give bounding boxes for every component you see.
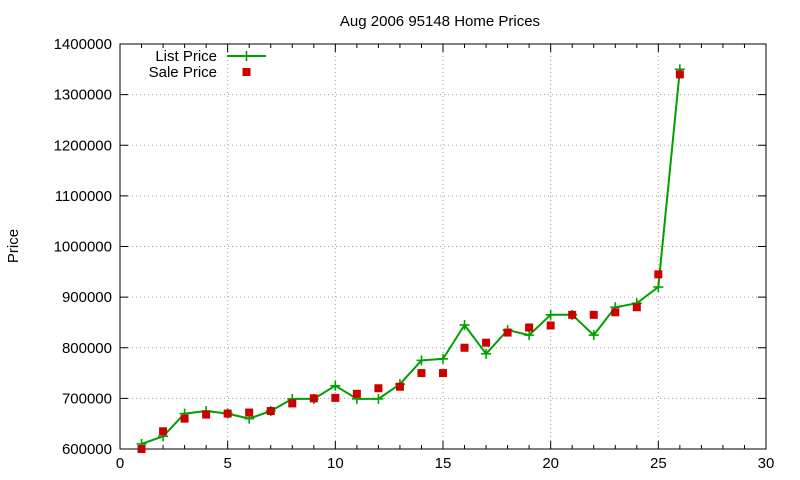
y-tick-label: 1200000 [54, 137, 112, 154]
sale-price-point [546, 321, 555, 330]
list-price-line [141, 69, 681, 445]
series-layer [136, 64, 685, 453]
sale-price-point [654, 270, 663, 279]
list-price-point [588, 330, 599, 341]
y-tick-label: 1000000 [54, 239, 112, 256]
y-tick-label: 1400000 [54, 36, 112, 53]
sale-price-point [352, 389, 361, 398]
sale-price-point [202, 410, 211, 419]
sale-price-point [159, 427, 168, 436]
sale-price-point [417, 369, 426, 378]
sale-price-point [460, 343, 469, 352]
grid-layer [120, 44, 766, 449]
y-tick-label: 600000 [62, 441, 112, 458]
sale-price-point [439, 369, 447, 378]
list-price-point [330, 380, 341, 391]
sale-price-point [331, 393, 340, 402]
sale-price-point [675, 70, 684, 79]
list-price-point [524, 330, 535, 341]
legend-label-sale-price: Sale Price [149, 64, 217, 81]
sale-price-point [503, 328, 512, 337]
sale-price-point [374, 384, 383, 393]
sale-price-point [525, 323, 534, 332]
sale-price-point [266, 407, 275, 416]
sale-price-point [223, 409, 232, 418]
sale-price-point [632, 303, 641, 312]
x-tick-label: 10 [327, 455, 344, 472]
sale-price-point [482, 338, 491, 347]
list-price-point [545, 309, 556, 320]
y-tick-label: 700000 [62, 390, 112, 407]
y-tick-label: 1100000 [55, 188, 112, 205]
list-price-point [438, 353, 448, 364]
plot-frame [119, 43, 767, 450]
legend-label-list-price: List Price [155, 48, 217, 65]
x-tick-label: 15 [435, 455, 452, 472]
sale-price-point [568, 310, 577, 319]
list-price-point [416, 355, 427, 366]
sale-price-point [611, 308, 620, 317]
x-tick-label: 20 [542, 455, 559, 472]
sale-price-point [589, 310, 598, 319]
y-tick-label: 800000 [62, 340, 112, 357]
list-price-point [459, 319, 470, 330]
sale-price-point [180, 414, 189, 423]
y-axis-label: Price [5, 229, 22, 263]
y-tick-label: 900000 [62, 289, 112, 306]
legend-marker-list-price [241, 51, 252, 61]
sale-price-point [395, 382, 404, 391]
x-tick-label: 25 [650, 455, 667, 472]
list-price-point [653, 282, 664, 292]
x-tick-label: 0 [116, 455, 124, 472]
y-tick-label: 1300000 [54, 87, 112, 104]
list-price-point [373, 393, 384, 404]
axis-layer: 600000 700000 800000 900000 1000000 1100000 12… [54, 36, 775, 472]
legend-marker-sale-price [242, 68, 251, 76]
x-tick-label: 30 [758, 455, 775, 472]
list-price-point [481, 348, 492, 359]
sale-price-point [245, 408, 254, 417]
x-tick-label: 5 [223, 455, 231, 472]
sale-price-point [309, 394, 318, 403]
sale-price-point [137, 445, 146, 453]
chart-title: Aug 2006 95148 Home Prices [340, 13, 540, 30]
sale-price-point [288, 399, 297, 408]
